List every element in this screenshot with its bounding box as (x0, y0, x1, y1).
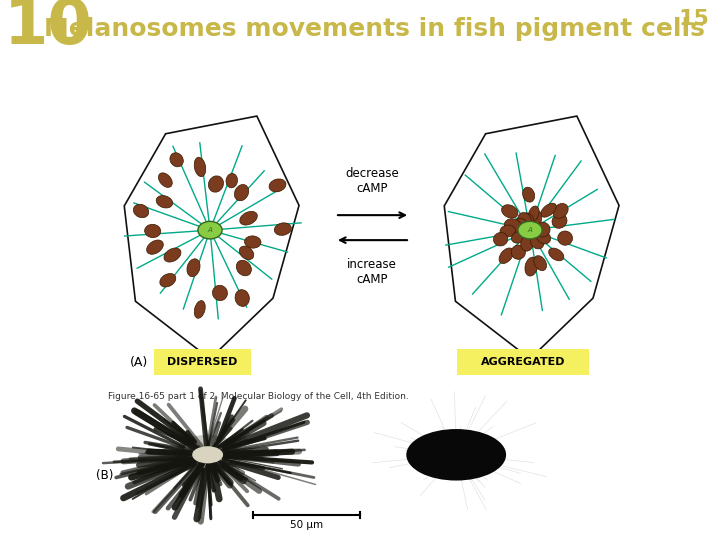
Ellipse shape (511, 245, 526, 259)
Ellipse shape (499, 248, 513, 264)
Ellipse shape (531, 234, 544, 249)
Text: AGGREGATED: AGGREGATED (481, 357, 565, 367)
Ellipse shape (174, 435, 241, 475)
Polygon shape (444, 116, 619, 359)
Ellipse shape (549, 248, 564, 261)
Ellipse shape (518, 213, 532, 231)
Ellipse shape (235, 185, 248, 201)
Ellipse shape (520, 213, 534, 227)
Ellipse shape (525, 257, 538, 276)
Ellipse shape (534, 255, 546, 271)
Ellipse shape (194, 157, 206, 177)
Ellipse shape (536, 222, 550, 237)
Ellipse shape (511, 232, 526, 243)
Ellipse shape (274, 223, 292, 235)
Ellipse shape (198, 221, 222, 239)
Ellipse shape (528, 206, 539, 221)
Ellipse shape (541, 203, 557, 217)
Ellipse shape (558, 231, 572, 245)
Ellipse shape (240, 211, 257, 225)
Text: (B): (B) (96, 469, 113, 482)
Ellipse shape (208, 176, 223, 192)
Ellipse shape (504, 219, 522, 234)
FancyBboxPatch shape (154, 349, 251, 375)
Ellipse shape (239, 246, 253, 260)
Ellipse shape (147, 240, 163, 254)
Ellipse shape (212, 285, 228, 301)
Ellipse shape (145, 224, 161, 238)
Ellipse shape (164, 248, 181, 262)
Ellipse shape (500, 225, 516, 237)
Ellipse shape (158, 173, 172, 187)
Ellipse shape (536, 231, 551, 244)
Ellipse shape (528, 211, 542, 229)
Ellipse shape (269, 179, 286, 192)
Ellipse shape (187, 259, 200, 276)
Ellipse shape (226, 173, 238, 188)
Ellipse shape (235, 289, 249, 306)
Ellipse shape (493, 232, 508, 246)
Ellipse shape (518, 221, 542, 239)
Text: A: A (528, 227, 532, 233)
Ellipse shape (160, 273, 176, 287)
Ellipse shape (502, 205, 518, 218)
Ellipse shape (194, 301, 205, 318)
Text: decrease
cAMP: decrease cAMP (345, 167, 399, 195)
Ellipse shape (406, 429, 506, 481)
FancyBboxPatch shape (457, 349, 589, 375)
Ellipse shape (521, 236, 534, 251)
Text: 50 μm: 50 μm (290, 520, 323, 530)
Ellipse shape (133, 204, 149, 218)
Text: Melanosomes movements in fish pigment cells: Melanosomes movements in fish pigment ce… (44, 17, 705, 41)
Ellipse shape (523, 187, 535, 202)
Text: (A): (A) (130, 355, 148, 369)
Ellipse shape (245, 236, 261, 248)
Text: Figure 16-65 part 1 of 2. Molecular Biology of the Cell, 4th Edition.: Figure 16-65 part 1 of 2. Molecular Biol… (108, 392, 409, 401)
Text: 15: 15 (678, 9, 709, 29)
Text: A: A (207, 227, 212, 233)
Text: DISPERSED: DISPERSED (167, 357, 237, 367)
Text: increase
cAMP: increase cAMP (347, 258, 397, 286)
Ellipse shape (236, 260, 251, 276)
Ellipse shape (553, 204, 568, 218)
Ellipse shape (552, 214, 567, 228)
Polygon shape (125, 116, 299, 359)
Text: 10: 10 (4, 0, 92, 57)
Ellipse shape (156, 195, 173, 208)
Ellipse shape (170, 153, 184, 167)
Ellipse shape (192, 446, 223, 463)
Ellipse shape (514, 219, 528, 233)
